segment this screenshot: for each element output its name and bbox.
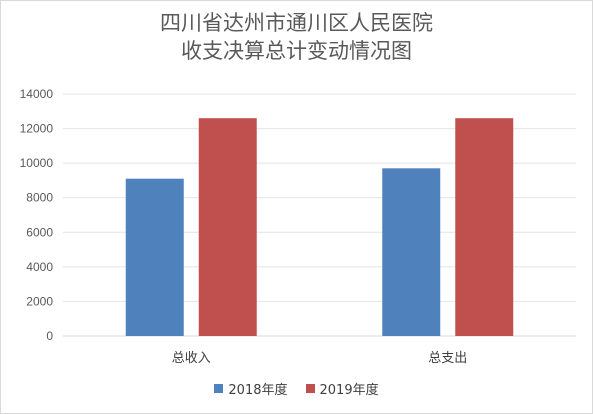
y-tick-label-0: 0 <box>46 329 53 343</box>
x-category-label-1: 总支出 <box>428 351 467 366</box>
legend: 2018年度 2019年度 <box>1 379 592 398</box>
legend-label-2018: 2018年度 <box>228 383 288 398</box>
y-tick-label-2000: 2000 <box>26 294 53 308</box>
y-tick-label-8000: 8000 <box>26 191 53 205</box>
y-tick-label-6000: 6000 <box>26 225 53 239</box>
bar-总收入-2018年度 <box>125 178 184 336</box>
legend-swatch-2018 <box>214 384 224 393</box>
bar-总支出-2019年度 <box>455 118 514 336</box>
legend-item-2019: 2019年度 <box>305 379 379 398</box>
y-tick-label-4000: 4000 <box>26 260 53 274</box>
y-tick-label-10000: 10000 <box>20 156 54 170</box>
chart-title: 四川省达州市通川区人民医院 收支决算总计变动情况图 <box>1 9 592 65</box>
y-tick-label-14000: 14000 <box>20 87 54 101</box>
legend-item-2018: 2018年度 <box>214 379 288 398</box>
chart-title-line-1: 四川省达州市通川区人民医院 <box>160 11 433 35</box>
x-category-label-0: 总收入 <box>172 351 211 366</box>
bar-总收入-2019年度 <box>198 118 257 336</box>
chart-title-line-2: 收支决算总计变动情况图 <box>181 39 412 63</box>
y-tick-label-12000: 12000 <box>20 122 54 136</box>
legend-swatch-2019 <box>305 384 315 393</box>
legend-label-2019: 2019年度 <box>319 383 379 398</box>
bar-总支出-2018年度 <box>382 168 441 336</box>
